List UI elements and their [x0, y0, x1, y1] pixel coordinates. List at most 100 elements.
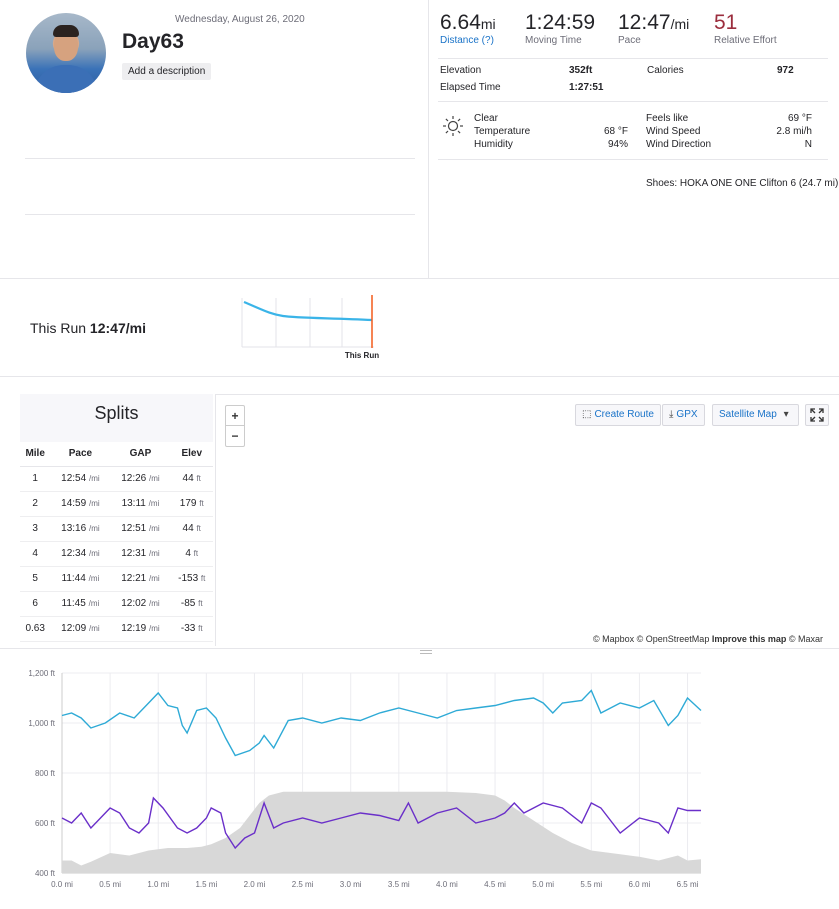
- map-zoom-control: + −: [225, 405, 245, 447]
- split-mile: 0.63: [20, 616, 51, 642]
- this-run-label: This Run: [30, 320, 87, 336]
- split-elev-value: 179: [179, 498, 197, 509]
- humidity-value: 94%: [607, 139, 628, 150]
- split-row[interactable]: 0.63 12:09 /mi 12:19 /mi -33 ft: [20, 616, 213, 642]
- split-gap: 12:19 /mi: [110, 616, 171, 642]
- split-pace: 12:54 /mi: [50, 466, 111, 492]
- create-route-button[interactable]: ⬚ Create Route: [575, 404, 661, 426]
- split-elev-value: -85: [180, 598, 196, 609]
- pace-trend-chart: This Run: [241, 295, 379, 360]
- split-pace-unit: /mi: [88, 474, 100, 483]
- activity-title[interactable]: Day63: [122, 30, 184, 53]
- sun-icon: [443, 116, 463, 136]
- split-gap: 12:51 /mi: [110, 516, 171, 542]
- distance-unit: mi: [480, 16, 496, 32]
- elevation-area: [62, 791, 701, 873]
- split-gap-unit: /mi: [149, 599, 160, 608]
- feels-like-value: 69 °F: [787, 113, 812, 124]
- x-tick-label: 2.0 mi: [244, 880, 266, 889]
- distance-label[interactable]: Distance (?): [440, 35, 494, 46]
- split-elev-value: -153: [178, 573, 199, 584]
- split-pace-unit: /mi: [88, 574, 100, 583]
- fullscreen-button[interactable]: [805, 404, 829, 426]
- avatar-shirt: [34, 65, 98, 93]
- stat-relative-effort: 51 Relative Effort: [714, 11, 777, 46]
- satellite-map-dropdown[interactable]: Satellite Map ▾: [712, 404, 799, 426]
- split-gap: 13:11 /mi: [110, 491, 171, 517]
- split-mile: 6: [20, 591, 51, 617]
- split-row[interactable]: 4 12:34 /mi 12:31 /mi 4 ft: [20, 541, 213, 567]
- gpx-label: GPX: [676, 409, 698, 420]
- caret-down-icon: ▾: [783, 409, 789, 420]
- split-pace: 11:44 /mi: [50, 566, 111, 592]
- split-mile-value: 1: [32, 473, 38, 484]
- shoes-info[interactable]: Shoes: HOKA ONE ONE Clifton 6 (24.7 mi): [646, 178, 839, 189]
- split-pace-value: 12:54: [61, 473, 87, 484]
- split-mile: 1: [20, 466, 51, 492]
- this-run-pace: 12:47/mi: [89, 320, 146, 336]
- split-gap-value: 12:21: [121, 573, 147, 584]
- x-tick-label: 0.5 mi: [99, 880, 121, 889]
- split-gap-value: 12:19: [121, 623, 147, 634]
- split-row[interactable]: 1 12:54 /mi 12:26 /mi 44 ft: [20, 466, 213, 492]
- split-elev-unit: ft: [196, 524, 201, 533]
- col-mile: Mile: [20, 442, 51, 467]
- splits-header-row: Mile Pace GAP Elev: [20, 442, 213, 467]
- splits-table: Mile Pace GAP Elev 1 12:54 /mi 12:26 /mi 44…: [20, 442, 213, 642]
- divider: [438, 101, 828, 102]
- split-pace-value: 12:09: [61, 623, 87, 634]
- split-gap-unit: /mi: [149, 524, 160, 533]
- split-gap-value: 12:51: [121, 523, 147, 534]
- split-pace-unit: /mi: [88, 624, 100, 633]
- split-elev-unit: ft: [198, 624, 203, 633]
- series-line-cyan: [61, 689, 702, 757]
- route-map[interactable]: [215, 394, 839, 646]
- resize-handle[interactable]: [420, 650, 432, 654]
- split-elev: 44 ft: [170, 466, 213, 492]
- split-elev-value: 44: [182, 523, 194, 534]
- stat-moving-time: 1:24:59 Moving Time: [525, 11, 595, 46]
- split-row[interactable]: 3 13:16 /mi 12:51 /mi 44 ft: [20, 516, 213, 542]
- split-gap: 12:26 /mi: [110, 466, 171, 492]
- elevation-pace-chart[interactable]: 1,200 ft 1,000 ft 800 ft 600 ft 400 ft 0.0 m…: [0, 660, 839, 909]
- split-gap-unit: /mi: [149, 549, 160, 558]
- attribution-maxar[interactable]: © Maxar: [788, 634, 824, 644]
- split-elev-value: -33: [180, 623, 196, 634]
- divider: [0, 278, 839, 279]
- humidity-label: Humidity: [474, 139, 513, 150]
- divider: [0, 376, 839, 377]
- pace-unit: /mi: [670, 16, 690, 32]
- zoom-out-button[interactable]: −: [231, 429, 239, 443]
- add-description-button[interactable]: Add a description: [122, 63, 212, 80]
- zoom-in-button[interactable]: +: [226, 406, 244, 426]
- attribution-mapbox[interactable]: © Mapbox © OpenStreetMap: [593, 634, 710, 644]
- temperature-value: 68 °F: [603, 126, 628, 137]
- split-elev-value: 44: [182, 473, 194, 484]
- split-pace: 14:59 /mi: [50, 491, 111, 517]
- gpx-button[interactable]: ⤓ GPX: [662, 404, 705, 426]
- wind-speed-value: 2.8 mi/h: [776, 126, 812, 137]
- elevation-value: 352ft: [569, 65, 593, 76]
- athlete-avatar[interactable]: [26, 13, 106, 93]
- split-gap: 12:31 /mi: [110, 541, 171, 567]
- column-divider: [428, 0, 429, 278]
- satellite-map-label: Satellite Map: [719, 409, 777, 420]
- moving-time-label: Moving Time: [525, 35, 582, 46]
- calories-label: Calories: [647, 65, 684, 76]
- split-row[interactable]: 6 11:45 /mi 12:02 /mi -85 ft: [20, 591, 213, 617]
- split-mile: 3: [20, 516, 51, 542]
- split-elev-unit: ft: [200, 574, 206, 583]
- y-tick-label: 1,200 ft: [28, 669, 55, 678]
- x-tick-label: 4.0 mi: [436, 880, 458, 889]
- split-row[interactable]: 5 11:44 /mi 12:21 /mi -153 ft: [20, 566, 213, 592]
- wind-direction-label: Wind Direction: [646, 139, 712, 150]
- split-elev-unit: ft: [193, 549, 199, 558]
- split-pace-unit: /mi: [88, 499, 100, 508]
- split-pace: 12:09 /mi: [50, 616, 111, 642]
- split-elev: -153 ft: [170, 566, 213, 592]
- improve-map-link[interactable]: Improve this map: [711, 634, 787, 644]
- split-row[interactable]: 2 14:59 /mi 13:11 /mi 179 ft: [20, 491, 213, 517]
- split-gap: 12:21 /mi: [110, 566, 171, 592]
- split-elev-unit: ft: [199, 499, 204, 508]
- split-pace-value: 11:44: [61, 573, 86, 584]
